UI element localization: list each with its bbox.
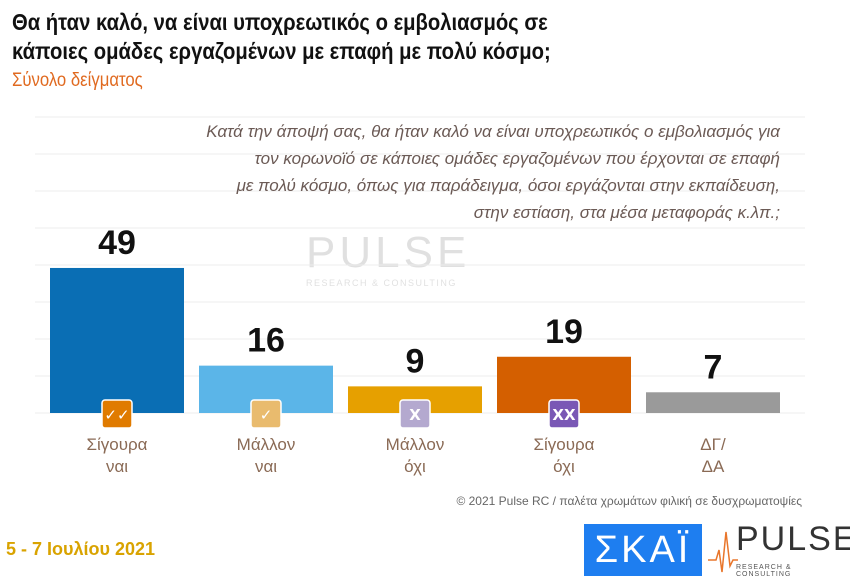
double-x-icon-glyph: XX — [552, 406, 576, 424]
bar-chart: 49 ✓✓ Σίγουρα ναι 16 ✓ Μάλλον ναι 9 X Μάλλον όχι 19 X… — [35, 116, 805, 476]
question-line: τον κορωνοϊό σε κάποιες ομάδες εργαζομέν… — [254, 149, 780, 168]
category-label: ΔΑ — [702, 457, 725, 476]
watermark-word: PULSE — [306, 228, 471, 277]
x-icon — [399, 399, 431, 429]
skai-logo: ΣΚΑΪ — [584, 524, 702, 576]
category-label: Μάλλον — [386, 435, 445, 454]
pulse-logo-word: PULSE — [736, 520, 850, 558]
question-line: στην εστίαση, στα μέσα μεταφοράς κ.λπ.; — [473, 203, 780, 222]
pulse-watermark: PULSE RESEARCH & CONSULTING — [270, 228, 470, 288]
category-label: ΔΓ/ — [700, 435, 726, 454]
x-icon-glyph: X — [409, 406, 421, 424]
category-label: ναι — [255, 457, 277, 476]
data-label: 19 — [545, 313, 583, 351]
chart-subtitle: Σύνολο δείγματος — [12, 70, 143, 91]
copyright-note: © 2021 Pulse RC / παλέτα χρωμάτων φιλική… — [456, 494, 802, 508]
category-label: όχι — [404, 457, 426, 476]
pulse-logo: PULSE RESEARCH & CONSULTING — [708, 520, 850, 578]
title-line: κάποιες ομάδες εργαζομένων με επαφή με π… — [12, 38, 551, 64]
double-check-icon — [101, 399, 133, 429]
bar — [646, 392, 780, 413]
question-text: Κατά την άποψή σας, θα ήταν καλό να είνα… — [140, 118, 780, 226]
data-label: 7 — [704, 348, 723, 386]
chart-title: Θα ήταν καλό, να είναι υποχρεωτικός ο εμ… — [12, 8, 551, 66]
pulse-wave-icon — [708, 531, 738, 573]
category-label: Σίγουρα — [86, 435, 147, 454]
data-label: 16 — [247, 322, 285, 360]
double-x-icon — [548, 399, 580, 429]
data-label: 49 — [98, 224, 136, 262]
question-line: με πολύ κόσμο, όπως για παράδειγμα, όσοι… — [236, 176, 780, 195]
bar — [50, 267, 184, 413]
check-icon-glyph: ✓ — [260, 406, 273, 424]
check-icon — [250, 399, 282, 429]
title-line: Θα ήταν καλό, να είναι υποχρεωτικός ο εμ… — [12, 9, 548, 35]
category-label: ναι — [106, 457, 128, 476]
double-check-icon-glyph: ✓✓ — [104, 406, 129, 424]
category-label: Μάλλον — [237, 435, 296, 454]
watermark-sub: RESEARCH & CONSULTING — [306, 278, 457, 288]
question-line: Κατά την άποψή σας, θα ήταν καλό να είνα… — [206, 122, 780, 141]
data-label: 9 — [406, 342, 425, 380]
survey-date: 5 - 7 Ιουλίου 2021 — [6, 539, 156, 559]
pulse-logo-sub: RESEARCH & CONSULTING — [736, 564, 792, 578]
category-label: Σίγουρα — [533, 435, 594, 454]
category-label: όχι — [553, 457, 575, 476]
